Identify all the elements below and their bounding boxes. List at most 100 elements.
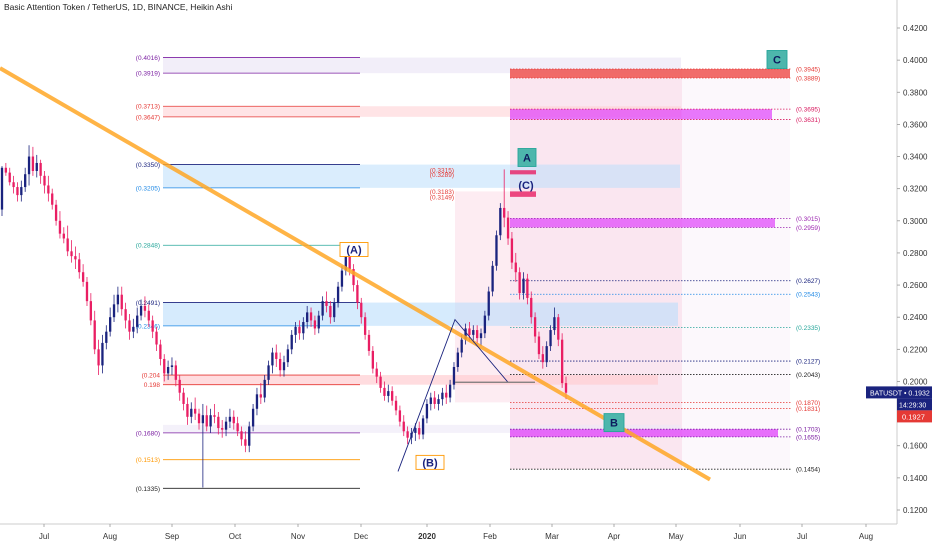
candle-body (47, 185, 50, 194)
wave-label-box (415, 454, 445, 470)
candle-body (472, 330, 475, 335)
candle-body (74, 256, 77, 260)
candle-body (170, 365, 174, 368)
candle-body (518, 272, 521, 294)
candle-body (391, 391, 394, 401)
x-tick-label: May (668, 532, 683, 541)
candle-body (4, 167, 8, 173)
wave-label-box (766, 50, 788, 69)
candle-body (402, 421, 405, 432)
candle-body (31, 156, 35, 171)
wave-label-box (603, 413, 625, 433)
band-target-low (510, 429, 778, 437)
candle-body (475, 330, 479, 339)
x-tick-label: Oct (229, 532, 242, 541)
candle-body (267, 365, 270, 380)
candle-body (232, 416, 235, 424)
candle-body (367, 334, 371, 351)
candle-body (228, 416, 232, 422)
level-label-left: (0.2848) (136, 243, 160, 250)
wave-zone (455, 191, 510, 403)
candle-body (143, 305, 147, 311)
candle-body (244, 439, 247, 446)
level-label-right: (0.3889) (796, 75, 820, 82)
y-tick-label: 0.4200 (903, 24, 928, 33)
candle-body (302, 322, 305, 334)
y-tick-label: 0.1400 (903, 474, 928, 483)
band-target-magenta (510, 109, 772, 120)
candle-body (537, 336, 541, 355)
x-tick-label: Sep (165, 532, 180, 541)
candle-body (251, 408, 255, 427)
level-label-mid: (0.3183) (430, 189, 454, 196)
candle-body (553, 317, 556, 331)
level-label-right: (0.3945) (796, 66, 820, 73)
candle-body (112, 304, 116, 318)
x-tick-label: Aug (103, 532, 117, 541)
candle-body (313, 320, 317, 329)
candle-body (360, 302, 363, 318)
candle-body (278, 358, 282, 371)
candle-body (510, 238, 514, 263)
y-tick-label: 0.3800 (903, 88, 928, 97)
band-lower-blue (163, 302, 678, 326)
y-tick-label: 0.3600 (903, 120, 928, 129)
candle-body (448, 384, 452, 398)
level-label-left: (0.204 (142, 373, 161, 380)
candle-body (294, 326, 297, 335)
x-tick-label: Jul (797, 532, 807, 541)
candle-body (437, 399, 440, 404)
candle-body (217, 416, 220, 429)
band-pink-low (163, 375, 658, 385)
candle-body (491, 265, 494, 292)
candle-body (452, 367, 456, 385)
candle-body (533, 317, 537, 337)
candle-body (526, 278, 529, 298)
candle-body (414, 428, 417, 433)
candle-body (159, 344, 162, 359)
candle-body (39, 162, 42, 176)
trend-line-orange (0, 66, 712, 482)
candle-body (286, 349, 290, 363)
candle-body (81, 272, 85, 282)
candle-body (93, 320, 96, 350)
candle-body (499, 207, 502, 236)
trend-lines (0, 66, 712, 482)
level-label-mid: (0.3289) (430, 172, 454, 179)
candle-body (394, 400, 398, 411)
level-label-left: (0.1335) (136, 486, 160, 493)
candle-body (445, 392, 448, 398)
candle-body (58, 220, 62, 234)
candle-body (383, 387, 386, 396)
y-tick-label: 0.1200 (903, 506, 928, 515)
level-label-left: (0.4016) (136, 55, 160, 62)
y-tick-label: 0.3400 (903, 153, 928, 162)
wave-label-text: A (523, 153, 531, 165)
candle-body (124, 309, 127, 321)
candle-body (333, 302, 336, 318)
candle-body (51, 193, 54, 205)
candle-body (441, 392, 444, 400)
candle-body (271, 352, 274, 366)
x-tick-label: Jun (734, 532, 747, 541)
candle-body (363, 317, 367, 335)
badge-last-text: 0.1927 (902, 412, 925, 421)
candle-body (325, 301, 328, 306)
candle-body (464, 328, 467, 340)
x-tick-label: Aug (859, 532, 873, 541)
candle-body (421, 418, 425, 435)
candle-body (468, 328, 471, 335)
candle-body (282, 362, 286, 371)
level-label-right: (0.1870) (796, 400, 820, 407)
candle-body (275, 352, 278, 359)
level-label-left: (0.3713) (136, 104, 160, 111)
candle-body (329, 305, 332, 318)
candle-body (236, 423, 239, 432)
candle-body (0, 167, 4, 210)
candle-body (522, 278, 525, 294)
badge-time (897, 398, 932, 411)
candle-body (356, 285, 359, 303)
y-tick-label: 0.2400 (903, 313, 928, 322)
level-label-right: (0.1454) (796, 467, 820, 474)
